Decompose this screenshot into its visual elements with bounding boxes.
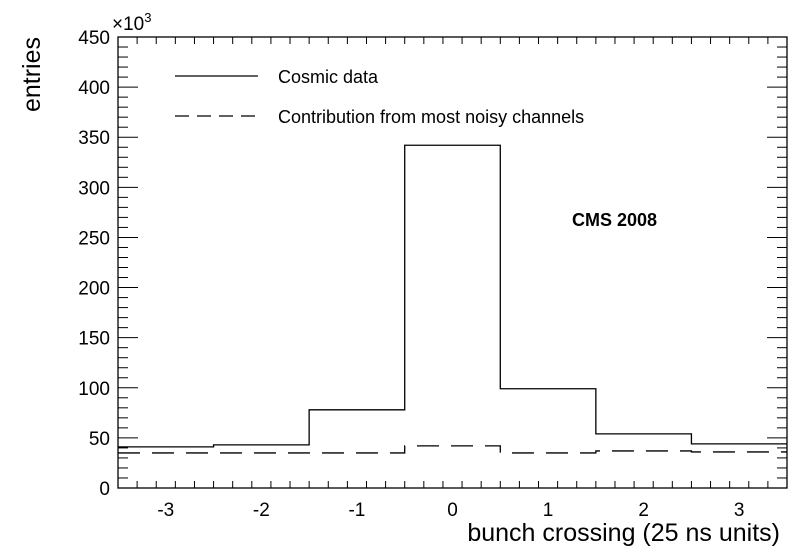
- legend-label-noisy-channels: Contribution from most noisy channels: [278, 107, 584, 127]
- x-tick-label: 0: [447, 500, 458, 521]
- histogram-series: [118, 144, 787, 454]
- legend: Cosmic data Contribution from most noisy…: [175, 67, 584, 127]
- y-tick-label: 200: [78, 279, 110, 300]
- legend-label-cosmic-data: Cosmic data: [278, 67, 379, 87]
- y-tick-label: 300: [78, 178, 110, 199]
- y-tick-label: 100: [78, 379, 110, 400]
- y-tick-label: 50: [89, 429, 110, 450]
- axis-ticks: [117, 36, 788, 489]
- cms-annotation: CMS 2008: [572, 210, 657, 230]
- x-tick-label: 1: [543, 500, 554, 521]
- series-noisy-channels: [118, 445, 787, 454]
- plot-frame: [117, 36, 788, 489]
- y-tick-label: 400: [78, 78, 110, 99]
- series-cosmic-data: [118, 144, 787, 448]
- x-tick-label: -2: [253, 500, 270, 521]
- y-axis-title: entries: [18, 37, 46, 112]
- y-multiplier-exponent: 3: [144, 10, 151, 25]
- y-multiplier-base: ×10: [112, 14, 144, 35]
- x-tick-labels: -3 -2 -1 0 1 2 3: [157, 500, 744, 521]
- y-multiplier: ×103: [112, 10, 151, 35]
- y-tick-label: 450: [78, 28, 110, 49]
- x-tick-label: -3: [157, 500, 174, 521]
- x-axis-title: bunch crossing (25 ns units): [467, 519, 780, 547]
- y-tick-labels: 0 50 100 150 200 250 300 350 400 450: [78, 28, 110, 500]
- x-tick-label: 2: [638, 500, 649, 521]
- x-tick-label: 3: [734, 500, 745, 521]
- x-tick-label: -1: [348, 500, 365, 521]
- y-tick-label: 150: [78, 329, 110, 350]
- y-tick-label: 0: [99, 479, 110, 500]
- y-tick-label: 350: [78, 128, 110, 149]
- y-tick-label: 250: [78, 228, 110, 249]
